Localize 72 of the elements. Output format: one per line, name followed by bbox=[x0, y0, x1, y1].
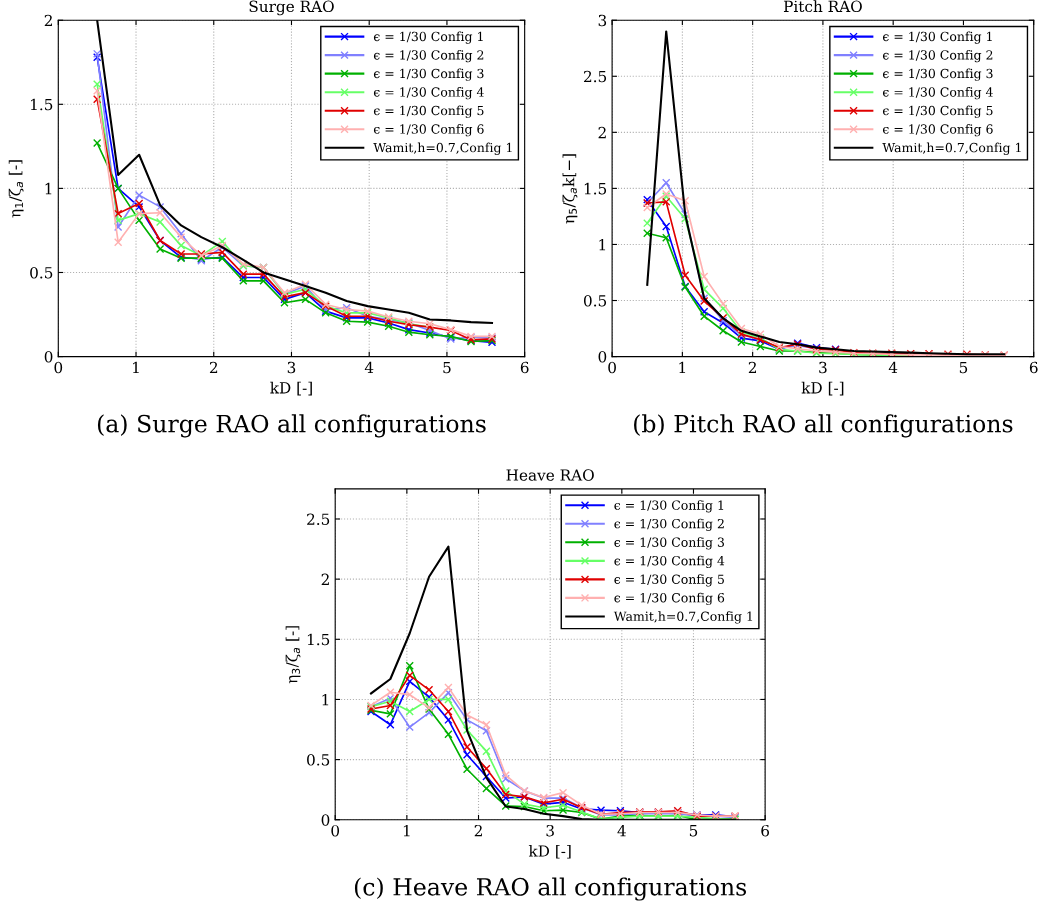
x-tick-label: 1 bbox=[403, 824, 410, 837]
y-axis-title: η$_{5}$/ζ$_{a}$k[−] bbox=[562, 154, 578, 224]
y-tick-label: 1 bbox=[322, 693, 329, 706]
x-tick-label: 5 bbox=[443, 361, 451, 374]
y-tick-label: 2 bbox=[44, 14, 52, 27]
x-tick-label: 2 bbox=[748, 361, 756, 374]
y-tick-label: 2 bbox=[321, 573, 329, 585]
x-axis-title: kD [-] bbox=[528, 844, 571, 859]
y-tick-label: 1.5 bbox=[31, 98, 53, 111]
x-tick-label: 1 bbox=[133, 361, 139, 374]
x-tick-label: 2 bbox=[474, 824, 482, 837]
legend-label: ϵ = 1/30 Config 6 bbox=[373, 124, 484, 137]
x-axis-title: kD [-] bbox=[801, 381, 844, 396]
x-tick-label: 5 bbox=[689, 825, 698, 837]
legend-label: ϵ = 1/30 Config 6 bbox=[614, 592, 725, 606]
legend-label: ϵ = 1/30 Config 5 bbox=[882, 105, 993, 118]
chart-title: Pitch RAO bbox=[783, 0, 862, 13]
y-axis-title: η$_{3}$/ζ$_{a}$ [-] bbox=[285, 626, 301, 684]
y-tick-label: 1.5 bbox=[307, 633, 330, 646]
x-tick-label: 5 bbox=[959, 361, 968, 374]
legend-label: ϵ = 1/30 Config 4 bbox=[614, 555, 725, 569]
x-tick-label: 6 bbox=[1029, 361, 1038, 374]
x-tick-label: 0 bbox=[331, 824, 340, 837]
legend-label: ϵ = 1/30 Config 2 bbox=[882, 49, 993, 63]
y-tick-label: 2.5 bbox=[583, 70, 607, 83]
legend-label: Wamit,h=0.7,Config 1 bbox=[882, 142, 1021, 155]
x-tick-label: 6 bbox=[520, 361, 529, 374]
y-axis-title: η$_{1}$/ζ$_{a}$ [-] bbox=[8, 160, 24, 218]
legend-label: ϵ = 1/30 Config 5 bbox=[614, 574, 724, 587]
x-tick-label: 0 bbox=[608, 361, 616, 374]
legend-label: ϵ = 1/30 Config 3 bbox=[614, 537, 724, 550]
legend-label: Wamit,h=0.7,Config 1 bbox=[613, 611, 753, 624]
legend-label: ϵ = 1/30 Config 4 bbox=[882, 87, 993, 100]
legend-label: ϵ = 1/30 Config 3 bbox=[882, 68, 993, 81]
legend-label: ϵ = 1/30 Config 1 bbox=[614, 500, 724, 513]
chart-title: Surge RAO bbox=[249, 0, 334, 16]
legend-label: ϵ = 1/30 Config 5 bbox=[373, 105, 484, 118]
text: (c) Heave RAO all configurations bbox=[354, 877, 747, 901]
x-axis-title: kD [-] bbox=[270, 381, 312, 396]
y-tick-label: 0 bbox=[598, 351, 607, 363]
legend-label: ϵ = 1/30 Config 3 bbox=[373, 68, 484, 81]
legend-label: ϵ = 1/30 Config 6 bbox=[882, 124, 993, 137]
x-tick-label: 0 bbox=[54, 361, 63, 374]
x-tick-label: 6 bbox=[761, 824, 770, 837]
legend-label: ϵ = 1/30 Config 2 bbox=[614, 518, 724, 531]
legend-label: ϵ = 1/30 Config 4 bbox=[373, 87, 484, 100]
chart-title: Heave RAO bbox=[506, 469, 594, 481]
x-tick-label: 3 bbox=[546, 824, 554, 837]
y-tick-label: 0 bbox=[321, 814, 330, 826]
y-tick-label: 0.5 bbox=[30, 266, 53, 279]
legend-label: ϵ = 1/30 Config 2 bbox=[373, 49, 484, 63]
x-tick-label: 4 bbox=[888, 361, 898, 374]
x-tick-label: 3 bbox=[819, 361, 827, 374]
y-tick-label: 0.5 bbox=[583, 294, 607, 307]
x-tick-label: 4 bbox=[364, 361, 374, 374]
y-tick-label: 0 bbox=[44, 351, 53, 363]
x-tick-label: 2 bbox=[209, 361, 218, 374]
y-tick-label: 1 bbox=[599, 238, 606, 251]
y-tick-label: 0.5 bbox=[307, 754, 330, 766]
legend-label: ϵ = 1/30 Config 1 bbox=[373, 31, 483, 44]
x-tick-label: 3 bbox=[287, 361, 296, 374]
legend-label: ϵ = 1/30 Config 1 bbox=[882, 31, 992, 44]
x-tick-label: 1 bbox=[679, 361, 686, 374]
y-tick-label: 2.5 bbox=[307, 513, 330, 526]
x-tick-label: 4 bbox=[617, 824, 626, 837]
text: (a) Surge RAO all configurations bbox=[97, 414, 486, 438]
text: (b) Pitch RAO all configurations bbox=[634, 414, 1013, 438]
y-tick-label: 2 bbox=[598, 126, 606, 139]
y-tick-label: 3 bbox=[598, 14, 607, 27]
y-tick-label: 1.5 bbox=[584, 182, 607, 195]
y-tick-label: 1 bbox=[45, 182, 52, 195]
legend-label: Wamit,h=0.7,Config 1 bbox=[373, 142, 512, 155]
